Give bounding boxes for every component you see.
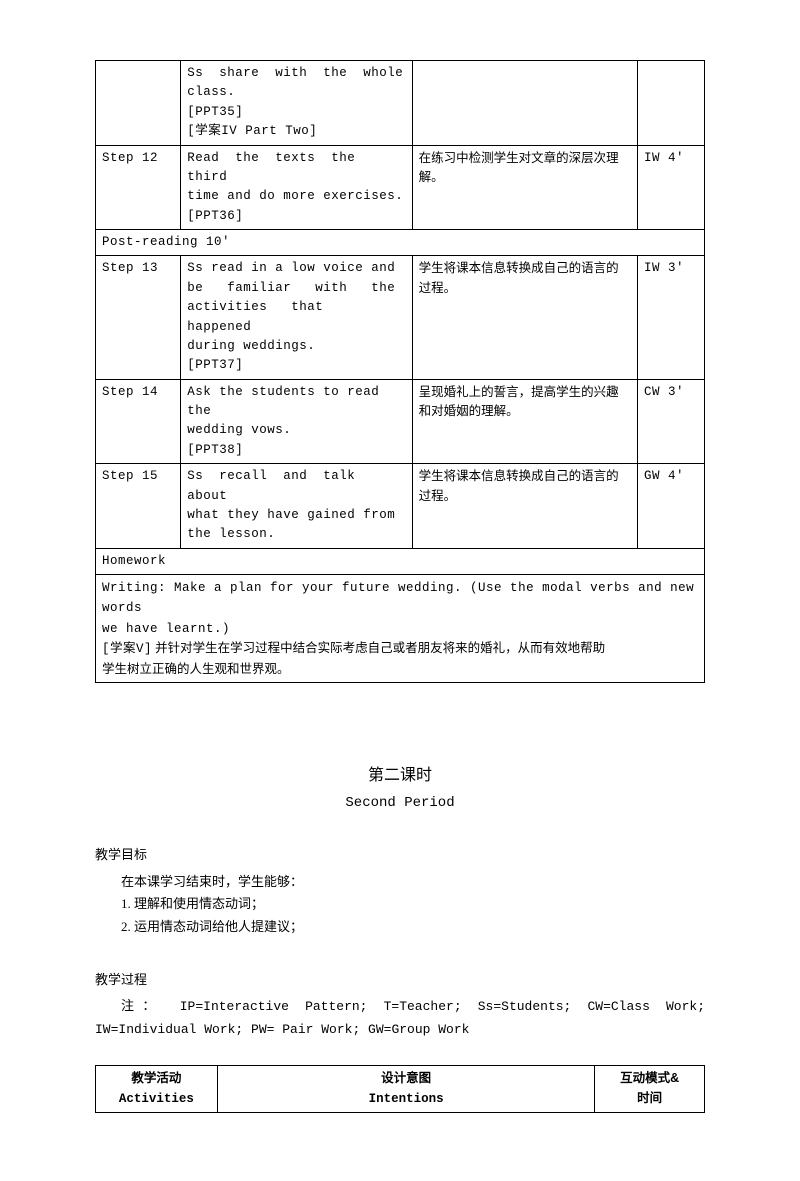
section-cell: Post-reading 10' bbox=[96, 230, 705, 256]
activity-line: activities that happened bbox=[187, 300, 339, 333]
objective-item: 1. 理解和使用情态动词； bbox=[95, 894, 705, 915]
abbrev-line: 注： IP=Interactive Pattern; T=Teacher; Ss… bbox=[95, 997, 705, 1018]
step-cell: Step 13 bbox=[96, 256, 181, 379]
table-row: Step 14 Ask the students to read the wed… bbox=[96, 379, 705, 464]
table-row: Ss share with the whole class. [PPT35] [… bbox=[96, 61, 705, 146]
activity-line: be familiar with the bbox=[187, 281, 395, 295]
header-en: 时间 bbox=[637, 1091, 662, 1105]
header-mode: 互动模式& 时间 bbox=[595, 1066, 705, 1113]
activity-line: Ss read in a low voice and bbox=[187, 261, 395, 275]
activity-line: what they have gained from bbox=[187, 508, 395, 522]
header-row: 教学活动 Activities 设计意图 Intentions 互动模式& 时间 bbox=[96, 1066, 705, 1113]
activity-cell: Read the texts the third time and do mor… bbox=[181, 145, 412, 230]
abbrev-line: IW=Individual Work; PW= Pair Work; GW=Gr… bbox=[95, 1020, 705, 1041]
homework-body: Writing: Make a plan for your future wed… bbox=[96, 575, 705, 683]
homework-line: [学案V] 并针对学生在学习过程中结合实际考虑自己或者朋友将来的婚礼，从而有效地… bbox=[102, 641, 605, 655]
process-heading: 教学过程 bbox=[95, 970, 705, 991]
step-cell bbox=[96, 61, 181, 146]
step-cell: Step 15 bbox=[96, 464, 181, 549]
table-row: Step 15 Ss recall and talk about what th… bbox=[96, 464, 705, 549]
activity-line: Ss share with the whole bbox=[187, 66, 403, 80]
step-cell: Step 12 bbox=[96, 145, 181, 230]
objective-item: 2. 运用情态动词给他人提建议； bbox=[95, 917, 705, 938]
activity-cell: Ask the students to read the wedding vow… bbox=[181, 379, 412, 464]
homework-label: Homework bbox=[96, 548, 705, 574]
homework-line: Writing: Make a plan for your future wed… bbox=[102, 581, 694, 615]
activity-line: wedding vows. bbox=[187, 423, 291, 437]
activity-line: class. bbox=[187, 85, 235, 99]
activity-line: [PPT35] bbox=[187, 105, 243, 119]
header-cn: 设计意图 bbox=[381, 1071, 431, 1085]
header-en: Activities bbox=[119, 1092, 194, 1106]
table-row: Step 13 Ss read in a low voice and be fa… bbox=[96, 256, 705, 379]
header-en: Intentions bbox=[369, 1092, 444, 1106]
activity-cell: Ss recall and talk about what they have … bbox=[181, 464, 412, 549]
homework-line: we have learnt.) bbox=[102, 622, 230, 636]
header-cn: 教学活动 bbox=[131, 1071, 181, 1085]
activity-line: [PPT36] bbox=[187, 209, 243, 223]
homework-body-row: Writing: Make a plan for your future wed… bbox=[96, 575, 705, 683]
activity-cell: Ss share with the whole class. [PPT35] [… bbox=[181, 61, 412, 146]
mode-cell: IW 3' bbox=[637, 256, 704, 379]
lesson-table: Ss share with the whole class. [PPT35] [… bbox=[95, 60, 705, 683]
activity-line: the lesson. bbox=[187, 527, 275, 541]
intention-cell: 呈现婚礼上的誓言，提高学生的兴趣和对婚姻的理解。 bbox=[412, 379, 637, 464]
mode-cell bbox=[637, 61, 704, 146]
activity-line: Read the texts the third bbox=[187, 151, 363, 184]
intention-cell: 学生将课本信息转换成自己的语言的过程。 bbox=[412, 464, 637, 549]
activity-cell: Ss read in a low voice and be familiar w… bbox=[181, 256, 412, 379]
activity-line: [PPT38] bbox=[187, 443, 243, 457]
header-activities: 教学活动 Activities bbox=[96, 1066, 218, 1113]
mode-cell: IW 4' bbox=[637, 145, 704, 230]
section-row: Post-reading 10' bbox=[96, 230, 705, 256]
homework-line: 学生树立正确的人生观和世界观。 bbox=[102, 662, 290, 676]
mode-cell: GW 4' bbox=[637, 464, 704, 549]
activity-line: Ask the students to read the bbox=[187, 385, 379, 418]
intention-cell bbox=[412, 61, 637, 146]
objectives-heading: 教学目标 bbox=[95, 845, 705, 866]
activity-line: [学案IV Part Two] bbox=[187, 124, 317, 138]
objectives-intro: 在本课学习结束时，学生能够： bbox=[95, 872, 705, 893]
mode-cell: CW 3' bbox=[637, 379, 704, 464]
table-row: Step 12 Read the texts the third time an… bbox=[96, 145, 705, 230]
activity-line: time and do more exercises. bbox=[187, 189, 403, 203]
activity-line: [PPT37] bbox=[187, 358, 243, 372]
intention-cell: 在练习中检测学生对文章的深层次理解。 bbox=[412, 145, 637, 230]
homework-label-row: Homework bbox=[96, 548, 705, 574]
process-header-table: 教学活动 Activities 设计意图 Intentions 互动模式& 时间 bbox=[95, 1065, 705, 1113]
header-cn: 互动模式& bbox=[620, 1071, 679, 1085]
period-title-cn: 第二课时 bbox=[95, 763, 705, 789]
step-cell: Step 14 bbox=[96, 379, 181, 464]
activity-line: Ss recall and talk about bbox=[187, 469, 363, 502]
intention-cell: 学生将课本信息转换成自己的语言的过程。 bbox=[412, 256, 637, 379]
header-intentions: 设计意图 Intentions bbox=[217, 1066, 595, 1113]
period-title-en: Second Period bbox=[95, 792, 705, 814]
activity-line: during weddings. bbox=[187, 339, 315, 353]
